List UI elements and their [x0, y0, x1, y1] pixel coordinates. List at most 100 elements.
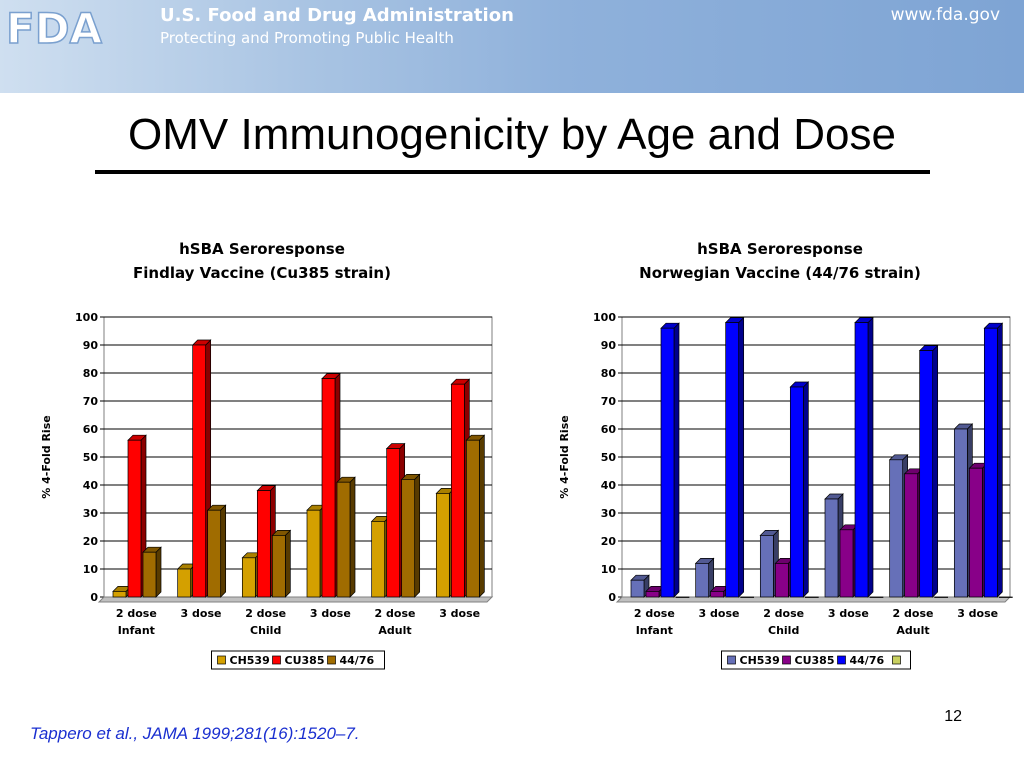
y-tick-label: 70 [83, 395, 99, 408]
y-tick-label: 70 [601, 395, 617, 408]
bar [759, 535, 774, 598]
bar-side [996, 322, 1003, 598]
legend-label: CU385 [285, 654, 325, 667]
legend-label: CU385 [795, 654, 835, 667]
y-tick-label: 50 [601, 451, 617, 464]
y-tick-label: 10 [83, 563, 99, 576]
bar [465, 439, 480, 598]
bar [645, 591, 660, 598]
y-tick-label: 20 [83, 535, 99, 548]
x-tick-label: 2 dose [116, 607, 157, 620]
y-tick-label: 50 [83, 451, 99, 464]
bar [983, 327, 998, 598]
bar-side [478, 434, 485, 598]
legend-label: 44/76 [340, 654, 375, 667]
agency-tagline: Protecting and Promoting Public Health [160, 29, 454, 47]
website-link[interactable]: www.fda.gov [890, 5, 1000, 25]
y-tick-label: 20 [601, 535, 617, 548]
norwegian-chart: hSBA Seroresponse Norwegian Vaccine (44/… [530, 232, 1024, 680]
y-tick-label: 80 [601, 367, 617, 380]
legend-box [721, 650, 911, 670]
y-tick-label: 60 [601, 423, 617, 436]
y-tick-label: 40 [601, 479, 617, 492]
bar-side [673, 322, 680, 598]
bar-side [932, 344, 939, 598]
bar [435, 493, 450, 598]
bar [112, 591, 127, 598]
y-tick-label: 60 [83, 423, 99, 436]
bar [127, 439, 142, 598]
x-group-label: Child [250, 624, 281, 637]
agency-name: U.S. Food and Drug Administration [160, 5, 514, 26]
bar [919, 350, 934, 598]
title-underline [95, 170, 930, 174]
x-tick-label: 3 dose [957, 607, 998, 620]
bar [889, 459, 904, 598]
legend-swatch [727, 655, 736, 665]
y-tick-label: 100 [593, 311, 616, 324]
chart-floor [97, 596, 494, 603]
y-tick-label: 80 [83, 367, 99, 380]
chart-subtitle: Findlay Vaccine (Cu385 strain) [133, 264, 391, 282]
bar-side [414, 473, 421, 598]
y-tick-label: 0 [608, 591, 616, 604]
legend-swatch [892, 655, 901, 665]
bar [869, 596, 884, 598]
legend-swatch [327, 655, 336, 665]
bar [306, 509, 321, 598]
bar [630, 579, 645, 598]
x-tick-label: 2 dose [763, 607, 804, 620]
legend-swatch [782, 655, 791, 665]
x-group-label: Infant [636, 624, 673, 637]
bar [968, 467, 983, 598]
bar-side [738, 316, 745, 598]
bar [774, 563, 789, 598]
y-tick-label: 40 [83, 479, 99, 492]
bar [207, 509, 222, 598]
legend-label: CH539 [740, 654, 780, 667]
y-tick-label: 90 [601, 339, 617, 352]
bar-side [867, 316, 874, 598]
bar [371, 521, 386, 598]
bar [142, 551, 157, 598]
y-tick-label: 90 [83, 339, 99, 352]
bar [934, 596, 949, 598]
bar-side [155, 546, 162, 598]
bar [725, 322, 740, 598]
bar [401, 479, 416, 598]
bar [177, 568, 192, 598]
bar [789, 386, 804, 598]
chart-title: hSBA Seroresponse [179, 240, 345, 258]
bar [675, 596, 690, 598]
y-tick-label: 30 [601, 507, 617, 520]
y-tick-label: 10 [601, 563, 617, 576]
bar [450, 383, 465, 598]
legend-label: 44/76 [850, 654, 885, 667]
bar [804, 596, 819, 598]
bar-side [284, 529, 291, 598]
bar [740, 596, 755, 598]
bar [695, 563, 710, 598]
bar [998, 596, 1013, 598]
x-tick-label: 2 dose [375, 607, 416, 620]
bar [256, 490, 271, 598]
x-tick-label: 2 dose [245, 607, 286, 620]
bar [953, 428, 968, 598]
bar [824, 498, 839, 598]
norwegian-chart-plot: 0 10 20 30 40 50 60 70 80 90 100 % 4-Fold Rise 2 dos… [558, 311, 1013, 670]
x-tick-label: 3 dose [439, 607, 480, 620]
bar-side [349, 476, 356, 598]
legend-swatch [272, 655, 281, 665]
bar [839, 529, 854, 598]
bar-side [802, 381, 809, 598]
y-axis-label: % 4-Fold Rise [558, 415, 571, 498]
x-tick-label: 3 dose [699, 607, 740, 620]
legend-swatch [837, 655, 846, 665]
bar [192, 344, 207, 598]
x-tick-label: 3 dose [181, 607, 222, 620]
page-number: 12 [944, 708, 962, 725]
bar [241, 557, 256, 598]
legend-box [211, 650, 385, 670]
x-group-label: Infant [118, 624, 155, 637]
bar [271, 535, 286, 598]
